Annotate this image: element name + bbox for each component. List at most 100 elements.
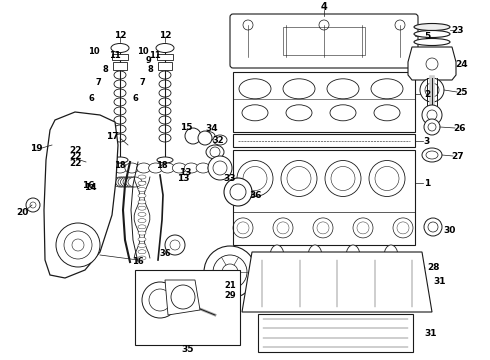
Circle shape: [325, 161, 361, 197]
Ellipse shape: [327, 79, 359, 99]
Circle shape: [284, 260, 308, 284]
Ellipse shape: [346, 245, 360, 267]
Circle shape: [172, 294, 184, 306]
Ellipse shape: [112, 157, 128, 163]
Circle shape: [237, 161, 273, 197]
Ellipse shape: [157, 157, 173, 163]
Ellipse shape: [138, 243, 146, 248]
Text: 7: 7: [95, 77, 101, 86]
FancyBboxPatch shape: [230, 14, 418, 68]
Bar: [157, 54, 173, 60]
Bar: [283, 27, 365, 55]
Text: 23: 23: [452, 26, 464, 35]
Ellipse shape: [138, 175, 146, 179]
Text: 22: 22: [69, 145, 81, 154]
Circle shape: [422, 105, 442, 125]
Ellipse shape: [138, 212, 146, 216]
Bar: [258, 314, 413, 352]
Text: 24: 24: [456, 59, 468, 68]
Text: 4: 4: [320, 2, 327, 12]
Ellipse shape: [138, 219, 146, 222]
Text: 11: 11: [149, 50, 161, 59]
Circle shape: [204, 246, 256, 298]
Ellipse shape: [138, 225, 146, 229]
Ellipse shape: [184, 163, 198, 173]
Circle shape: [403, 265, 417, 279]
Text: 13: 13: [179, 167, 191, 176]
Text: 12: 12: [114, 31, 126, 40]
Circle shape: [424, 119, 440, 135]
Ellipse shape: [138, 206, 146, 210]
Circle shape: [365, 265, 379, 279]
Circle shape: [185, 128, 201, 144]
Text: 3: 3: [424, 136, 430, 145]
Ellipse shape: [121, 177, 134, 187]
Text: 9: 9: [145, 55, 151, 64]
Bar: [135, 270, 240, 345]
Circle shape: [246, 260, 270, 284]
Ellipse shape: [138, 237, 146, 241]
Ellipse shape: [213, 135, 227, 145]
Text: 18: 18: [156, 161, 168, 170]
Ellipse shape: [113, 177, 127, 187]
Text: 34: 34: [206, 123, 219, 132]
Ellipse shape: [161, 163, 174, 173]
Ellipse shape: [118, 177, 132, 187]
Ellipse shape: [371, 79, 403, 99]
Ellipse shape: [138, 181, 146, 185]
Ellipse shape: [156, 44, 174, 53]
Ellipse shape: [283, 79, 315, 99]
Ellipse shape: [128, 177, 142, 187]
Circle shape: [420, 78, 444, 102]
Text: 10: 10: [88, 46, 100, 55]
Ellipse shape: [286, 105, 312, 121]
Circle shape: [165, 235, 185, 255]
Circle shape: [327, 265, 341, 279]
Text: 1: 1: [424, 179, 430, 188]
Text: 28: 28: [427, 264, 439, 273]
Ellipse shape: [138, 200, 146, 204]
Ellipse shape: [113, 163, 127, 173]
Circle shape: [142, 282, 178, 318]
Text: 17: 17: [106, 131, 118, 140]
Ellipse shape: [201, 131, 215, 140]
Ellipse shape: [422, 148, 442, 162]
Text: 31: 31: [434, 278, 446, 287]
Bar: [112, 54, 128, 60]
Ellipse shape: [123, 177, 137, 187]
Polygon shape: [165, 280, 200, 315]
Text: 31: 31: [425, 328, 437, 338]
Text: 12: 12: [159, 31, 171, 40]
Text: 18: 18: [114, 161, 126, 170]
Ellipse shape: [414, 31, 450, 37]
Circle shape: [322, 260, 346, 284]
Circle shape: [224, 178, 252, 206]
Text: 16: 16: [132, 257, 144, 266]
Ellipse shape: [125, 177, 140, 187]
Ellipse shape: [138, 194, 146, 198]
Text: 5: 5: [424, 32, 430, 41]
Circle shape: [426, 58, 438, 70]
Bar: [158, 62, 172, 70]
Ellipse shape: [270, 245, 284, 267]
Text: 11: 11: [109, 50, 121, 59]
Text: 36: 36: [250, 190, 262, 199]
Polygon shape: [242, 252, 432, 312]
Polygon shape: [408, 47, 456, 80]
Ellipse shape: [330, 105, 356, 121]
Ellipse shape: [374, 105, 400, 121]
Bar: [233, 72, 415, 132]
Text: 13: 13: [177, 174, 189, 183]
Circle shape: [26, 198, 40, 212]
Ellipse shape: [239, 79, 271, 99]
Circle shape: [251, 265, 265, 279]
Text: 2: 2: [424, 90, 430, 99]
Ellipse shape: [138, 250, 146, 254]
Text: 7: 7: [139, 77, 145, 86]
Circle shape: [171, 285, 195, 309]
Text: 22: 22: [69, 158, 81, 167]
Ellipse shape: [308, 245, 322, 267]
Text: 22: 22: [69, 152, 81, 161]
Bar: [233, 150, 415, 245]
Bar: [113, 62, 127, 70]
